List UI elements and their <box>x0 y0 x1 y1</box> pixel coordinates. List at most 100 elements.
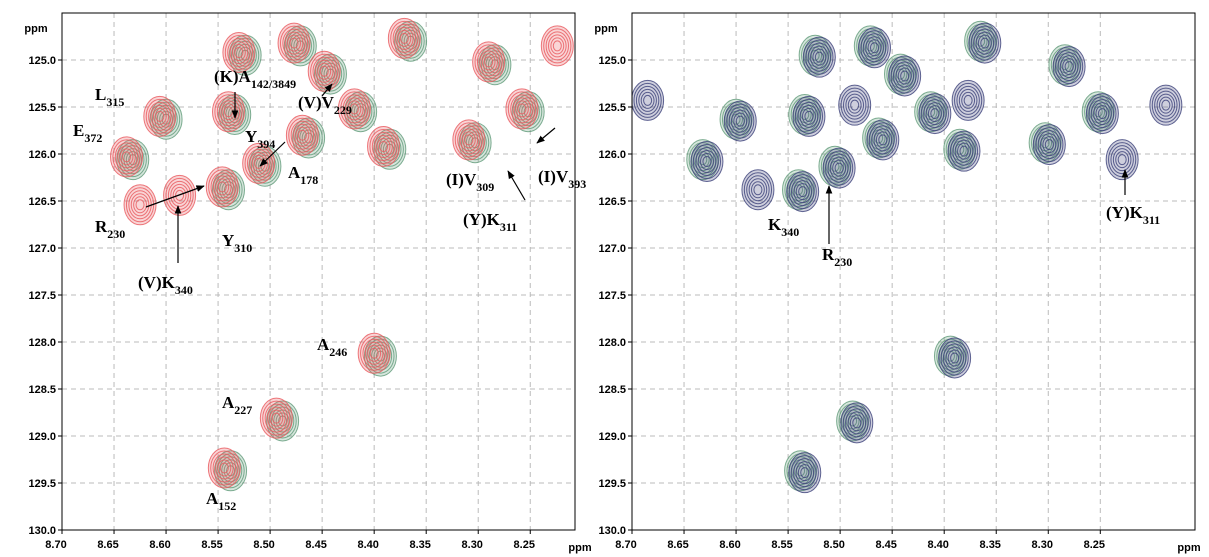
contour-ring <box>289 37 299 49</box>
annotation-text: (I)V <box>538 167 569 186</box>
contour-ring <box>793 458 817 488</box>
peak <box>632 79 665 121</box>
peak <box>337 88 371 130</box>
contour-ring <box>297 129 307 141</box>
contour-ring <box>114 142 139 172</box>
contour-ring <box>510 94 534 124</box>
annotation-subscript: 315 <box>106 95 124 109</box>
contour-ring <box>214 94 243 130</box>
contour-ring <box>155 110 165 122</box>
peak <box>205 166 239 208</box>
contour-ring <box>403 32 418 50</box>
contour-ring <box>805 39 834 75</box>
contour-ring <box>221 181 236 199</box>
contour-ring <box>955 143 965 155</box>
contour-ring <box>847 96 862 114</box>
annotation-text: A <box>288 163 301 182</box>
contour-ring <box>152 107 167 125</box>
annotation: A178 <box>288 163 318 187</box>
contour-ring <box>1093 102 1112 126</box>
contour-ring <box>958 88 978 112</box>
contour-ring <box>461 125 490 161</box>
series <box>116 20 545 492</box>
y-tick-label: 128.5 <box>28 384 56 396</box>
x-tick-label: 8.45 <box>875 539 896 551</box>
contour-ring <box>1057 52 1081 82</box>
y-tick-label: 127.0 <box>598 243 626 255</box>
contour-ring <box>293 37 308 55</box>
annotation-subscript: 311 <box>1143 213 1160 227</box>
contour-ring <box>897 67 912 85</box>
contour-ring <box>1151 87 1180 123</box>
annotation-subscript: 393 <box>568 177 586 191</box>
contour-ring <box>229 40 249 64</box>
contour-ring <box>860 30 889 66</box>
contour-ring <box>216 97 241 127</box>
contour-ring <box>795 183 810 201</box>
annotation-subscript: 311 <box>500 220 517 234</box>
plot-frame <box>61 12 576 531</box>
contour-ring <box>790 455 819 491</box>
contour-ring <box>396 23 425 59</box>
contour-ring <box>468 134 483 152</box>
peak <box>540 25 574 67</box>
contour-ring <box>364 341 384 365</box>
x-tick-label: 8.40 <box>927 539 948 551</box>
annotation-text: (V)V <box>298 93 335 112</box>
y-tick-label: 127.0 <box>28 243 56 255</box>
annotation: E372 <box>73 121 102 145</box>
contour-ring <box>954 139 974 163</box>
contour-ring <box>640 91 655 109</box>
contour-ring <box>294 120 323 156</box>
contour-ring <box>976 35 986 47</box>
contour-ring <box>1161 99 1171 111</box>
annotation: (V)K340 <box>138 273 193 297</box>
contour-ring <box>850 99 860 111</box>
contour-ring <box>217 459 232 477</box>
peak <box>951 79 985 121</box>
peak <box>357 332 391 374</box>
contour-ring <box>231 43 246 61</box>
contour-ring <box>454 122 483 158</box>
annotation-subscript: 178 <box>300 173 318 187</box>
annotation-text: (Y)K <box>1106 203 1144 222</box>
contour-ring <box>374 134 393 158</box>
contour-ring <box>753 184 763 196</box>
peak <box>918 93 952 135</box>
annotation-subscript: 246 <box>329 345 347 359</box>
contour-ring <box>210 450 239 486</box>
peak <box>938 337 972 379</box>
y-tick-label: 126.0 <box>598 149 626 161</box>
peak <box>1149 84 1183 126</box>
annotation: R230 <box>95 217 125 241</box>
annotation: Y394 <box>245 127 275 151</box>
peak <box>947 130 981 172</box>
contour-ring <box>852 417 862 429</box>
annotation-subscript: 152 <box>218 499 236 513</box>
contour-ring <box>275 412 290 430</box>
contour-ring <box>733 112 748 130</box>
peak <box>367 125 401 167</box>
annotation-subscript: 229 <box>334 103 352 117</box>
contour-ring <box>954 82 983 118</box>
y-tick-label: 129.0 <box>28 431 56 443</box>
contour-ring <box>845 93 865 117</box>
contour-ring <box>1088 96 1117 132</box>
contour-ring <box>345 97 364 121</box>
contour-ring <box>807 42 832 72</box>
y-axis-label: ppm <box>24 23 47 35</box>
contour-ring <box>340 91 369 127</box>
contour-ring <box>633 82 662 118</box>
contour-ring <box>1097 108 1107 120</box>
contour-ring <box>148 101 172 131</box>
contour-ring <box>795 461 815 485</box>
contour-ring <box>293 123 312 147</box>
peak <box>110 136 144 178</box>
contour-ring <box>635 85 660 115</box>
contour-ring <box>507 91 537 127</box>
contour-ring <box>963 94 973 106</box>
contour-ring <box>484 56 494 68</box>
peak <box>888 55 922 97</box>
contour-ring <box>695 147 719 177</box>
